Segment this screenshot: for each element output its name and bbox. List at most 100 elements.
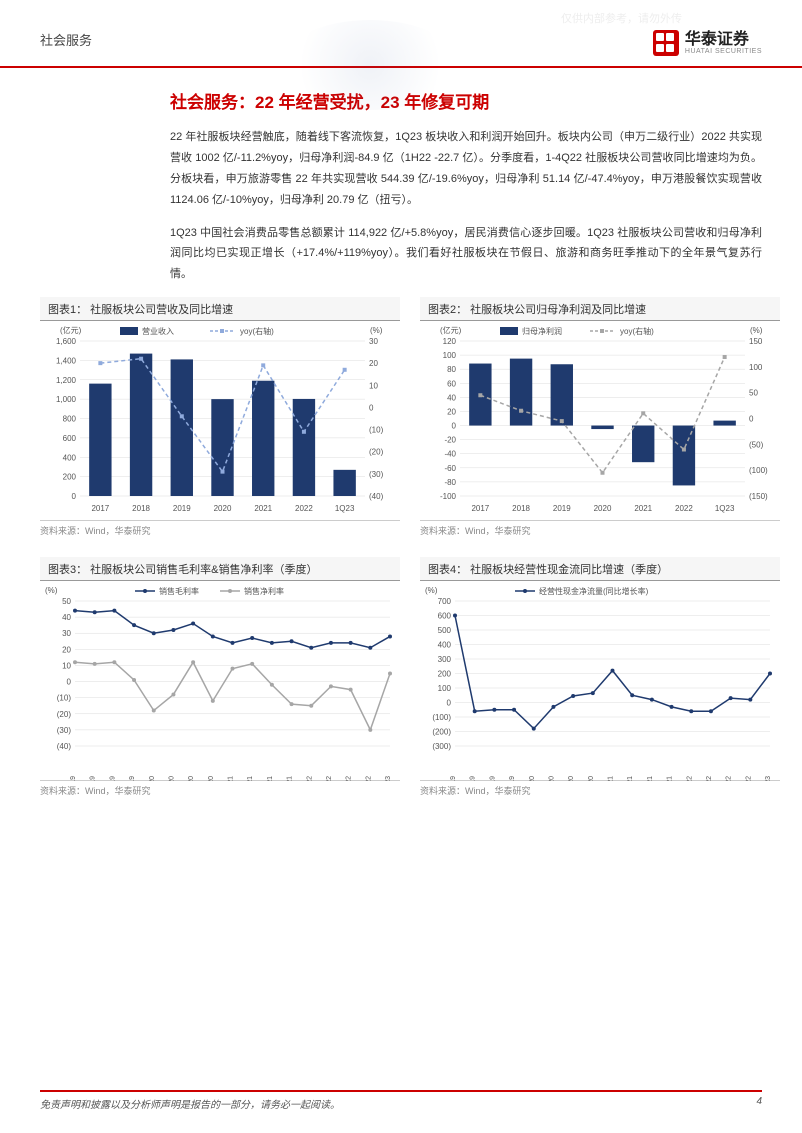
svg-text:2022: 2022 bbox=[295, 504, 313, 513]
svg-text:销售净利率: 销售净利率 bbox=[244, 586, 284, 596]
svg-text:60: 60 bbox=[447, 380, 456, 389]
svg-text:2021: 2021 bbox=[634, 504, 652, 513]
svg-text:2018: 2018 bbox=[512, 504, 530, 513]
svg-text:0: 0 bbox=[749, 415, 754, 424]
svg-text:(20): (20) bbox=[57, 710, 72, 719]
svg-text:200: 200 bbox=[63, 473, 77, 482]
chart-3-title: 图表3： 社服板块公司销售毛利率&销售净利率（季度） bbox=[40, 557, 400, 581]
svg-text:20: 20 bbox=[369, 359, 378, 368]
svg-text:4Q22: 4Q22 bbox=[745, 776, 752, 781]
svg-text:(%): (%) bbox=[425, 586, 438, 595]
svg-text:(100): (100) bbox=[432, 713, 451, 722]
svg-text:2Q21: 2Q21 bbox=[247, 776, 254, 781]
svg-text:(%): (%) bbox=[370, 326, 383, 335]
svg-text:(10): (10) bbox=[57, 694, 72, 703]
svg-text:300: 300 bbox=[438, 655, 452, 664]
svg-text:1Q20: 1Q20 bbox=[529, 776, 536, 781]
chart-1-title: 图表1： 社服板块公司营收及同比增速 bbox=[40, 297, 400, 321]
chart-3-source: 资料来源：Wind，华泰研究 bbox=[40, 781, 400, 797]
svg-text:2020: 2020 bbox=[594, 504, 612, 513]
svg-text:0: 0 bbox=[447, 699, 452, 708]
category-label: 社会服务 bbox=[40, 30, 92, 49]
svg-text:30: 30 bbox=[369, 337, 378, 346]
svg-text:0: 0 bbox=[452, 422, 457, 431]
svg-text:(30): (30) bbox=[57, 726, 72, 735]
page-footer: 免责声明和披露以及分析师声明是报告的一部分，请务必一起阅读。 4 bbox=[40, 1090, 762, 1111]
svg-text:40: 40 bbox=[447, 394, 456, 403]
svg-text:(%): (%) bbox=[750, 326, 763, 335]
svg-text:20: 20 bbox=[447, 408, 456, 417]
chart-2: 图表2： 社服板块公司归母净利润及同比增速 -100-80-60-40-2002… bbox=[420, 297, 780, 537]
svg-text:2Q21: 2Q21 bbox=[627, 776, 634, 781]
svg-text:0: 0 bbox=[369, 404, 374, 413]
svg-text:2021: 2021 bbox=[254, 504, 272, 513]
svg-text:0: 0 bbox=[72, 492, 77, 501]
chart-3: 图表3： 社服板块公司销售毛利率&销售净利率（季度） (40)(30)(20)(… bbox=[40, 557, 400, 797]
svg-text:(40): (40) bbox=[369, 492, 384, 501]
svg-text:1Q23: 1Q23 bbox=[335, 504, 355, 513]
svg-text:1Q23: 1Q23 bbox=[715, 504, 735, 513]
chart-2-source: 资料来源：Wind，华泰研究 bbox=[420, 521, 780, 537]
svg-text:1,000: 1,000 bbox=[56, 395, 77, 404]
svg-text:-40: -40 bbox=[444, 450, 456, 459]
svg-text:600: 600 bbox=[438, 612, 452, 621]
brand-name: 华泰证券 bbox=[685, 32, 762, 48]
svg-text:1,200: 1,200 bbox=[56, 376, 77, 385]
svg-text:1Q20: 1Q20 bbox=[149, 776, 156, 781]
svg-text:1Q19: 1Q19 bbox=[450, 776, 457, 781]
svg-text:40: 40 bbox=[62, 613, 71, 622]
brand-block: 华泰证券 HUATAI SECURITIES bbox=[653, 30, 762, 56]
svg-text:700: 700 bbox=[438, 597, 452, 606]
svg-text:2019: 2019 bbox=[553, 504, 571, 513]
svg-text:100: 100 bbox=[438, 684, 452, 693]
paragraph-2: 1Q23 中国社会消费品零售总额累计 114,922 亿/+5.8%yoy，居民… bbox=[170, 223, 762, 286]
chart-4-title: 图表4： 社服板块经营性现金流同比增速（季度） bbox=[420, 557, 780, 581]
svg-text:-20: -20 bbox=[444, 436, 456, 445]
svg-text:(150): (150) bbox=[749, 492, 768, 501]
svg-text:2020: 2020 bbox=[214, 504, 232, 513]
svg-text:2017: 2017 bbox=[471, 504, 489, 513]
svg-text:200: 200 bbox=[438, 670, 452, 679]
svg-text:1,400: 1,400 bbox=[56, 357, 77, 366]
svg-text:400: 400 bbox=[63, 453, 77, 462]
svg-text:(200): (200) bbox=[432, 728, 451, 737]
svg-text:2Q19: 2Q19 bbox=[470, 776, 477, 781]
svg-text:1Q21: 1Q21 bbox=[608, 776, 615, 781]
svg-text:(300): (300) bbox=[432, 742, 451, 751]
svg-text:1Q21: 1Q21 bbox=[228, 776, 235, 781]
svg-text:10: 10 bbox=[62, 662, 71, 671]
svg-text:3Q20: 3Q20 bbox=[188, 776, 195, 781]
svg-text:80: 80 bbox=[447, 365, 456, 374]
svg-text:(10): (10) bbox=[369, 426, 384, 435]
svg-text:销售毛利率: 销售毛利率 bbox=[159, 586, 199, 596]
svg-text:2022: 2022 bbox=[675, 504, 693, 513]
bg-decoration bbox=[280, 20, 460, 110]
brand-logo-icon bbox=[653, 30, 679, 56]
svg-text:600: 600 bbox=[63, 434, 77, 443]
svg-text:3Q22: 3Q22 bbox=[726, 776, 733, 781]
svg-text:2Q22: 2Q22 bbox=[706, 776, 713, 781]
svg-text:0: 0 bbox=[67, 678, 72, 687]
svg-text:-100: -100 bbox=[440, 492, 457, 501]
svg-text:2Q20: 2Q20 bbox=[168, 776, 175, 781]
svg-text:30: 30 bbox=[62, 629, 71, 638]
svg-text:1,600: 1,600 bbox=[56, 337, 77, 346]
svg-text:3Q19: 3Q19 bbox=[109, 776, 116, 781]
svg-text:120: 120 bbox=[443, 337, 457, 346]
svg-text:3Q19: 3Q19 bbox=[489, 776, 496, 781]
svg-text:500: 500 bbox=[438, 626, 452, 635]
svg-text:-80: -80 bbox=[444, 478, 456, 487]
svg-text:(100): (100) bbox=[749, 466, 768, 475]
brand-name-en: HUATAI SECURITIES bbox=[685, 48, 762, 55]
svg-text:1Q22: 1Q22 bbox=[686, 776, 693, 781]
svg-text:1Q23: 1Q23 bbox=[765, 776, 772, 781]
paragraph-1: 22 年社服板块经营触底，随着线下客流恢复，1Q23 板块收入和利润开始回升。板… bbox=[170, 127, 762, 211]
svg-text:(50): (50) bbox=[749, 441, 764, 450]
svg-text:营业收入: 营业收入 bbox=[142, 326, 174, 336]
section-title: 社会服务：22 年经营受扰，23 年修复可期 bbox=[170, 88, 762, 113]
svg-text:3Q21: 3Q21 bbox=[647, 776, 654, 781]
svg-text:150: 150 bbox=[749, 337, 763, 346]
svg-text:100: 100 bbox=[443, 351, 457, 360]
chart-1: 图表1： 社服板块公司营收及同比增速 02004006008001,0001,2… bbox=[40, 297, 400, 537]
svg-text:4Q20: 4Q20 bbox=[588, 776, 595, 781]
